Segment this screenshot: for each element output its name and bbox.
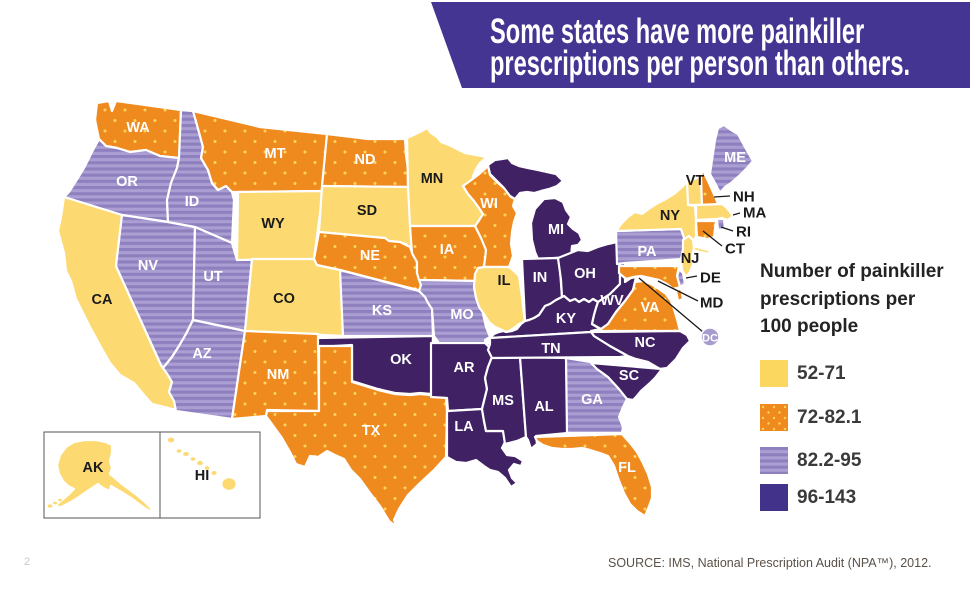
svg-text:HI: HI xyxy=(195,468,210,484)
svg-text:DC: DC xyxy=(702,333,718,345)
svg-text:OK: OK xyxy=(390,352,412,368)
svg-text:OH: OH xyxy=(574,266,596,282)
svg-text:OR: OR xyxy=(116,174,138,190)
svg-text:CT: CT xyxy=(725,241,745,258)
svg-text:AZ: AZ xyxy=(192,346,211,362)
svg-text:SD: SD xyxy=(357,203,377,219)
svg-text:ND: ND xyxy=(355,152,376,168)
svg-text:WA: WA xyxy=(126,120,150,136)
svg-text:NM: NM xyxy=(267,367,290,383)
svg-text:IN: IN xyxy=(533,270,548,286)
svg-text:TN: TN xyxy=(541,341,560,357)
svg-text:MT: MT xyxy=(265,146,286,162)
svg-text:NE: NE xyxy=(360,248,380,264)
svg-text:ME: ME xyxy=(724,150,746,166)
svg-text:UT: UT xyxy=(203,269,222,285)
svg-text:MA: MA xyxy=(743,205,766,222)
svg-text:MI: MI xyxy=(548,222,564,238)
svg-text:AR: AR xyxy=(454,360,475,376)
svg-text:MN: MN xyxy=(421,171,444,187)
svg-text:RI: RI xyxy=(736,224,751,241)
svg-text:FL: FL xyxy=(618,460,636,476)
svg-text:NC: NC xyxy=(635,335,656,351)
svg-text:NJ: NJ xyxy=(681,251,700,267)
svg-text:ID: ID xyxy=(185,194,200,210)
svg-text:TX: TX xyxy=(362,423,381,439)
svg-text:MD: MD xyxy=(700,295,723,312)
svg-text:SC: SC xyxy=(619,368,640,384)
svg-text:VT: VT xyxy=(686,173,705,189)
svg-text:VA: VA xyxy=(640,300,660,316)
svg-text:WV: WV xyxy=(600,293,624,309)
svg-text:AL: AL xyxy=(534,399,553,415)
svg-text:WY: WY xyxy=(261,216,285,232)
svg-text:GA: GA xyxy=(581,392,603,408)
svg-text:NH: NH xyxy=(733,189,755,206)
svg-text:DE: DE xyxy=(700,270,721,287)
svg-text:CA: CA xyxy=(92,292,113,308)
svg-text:KS: KS xyxy=(372,303,392,319)
svg-text:KY: KY xyxy=(556,311,576,327)
svg-text:IA: IA xyxy=(440,242,455,258)
svg-text:WI: WI xyxy=(480,196,498,212)
svg-text:LA: LA xyxy=(454,419,474,435)
svg-text:IL: IL xyxy=(498,273,511,289)
svg-text:AK: AK xyxy=(83,460,104,476)
svg-text:NV: NV xyxy=(138,258,158,274)
svg-text:MS: MS xyxy=(492,393,514,409)
svg-text:NY: NY xyxy=(660,208,680,224)
svg-text:MO: MO xyxy=(450,307,473,323)
svg-text:PA: PA xyxy=(637,244,657,260)
svg-text:CO: CO xyxy=(273,291,295,307)
